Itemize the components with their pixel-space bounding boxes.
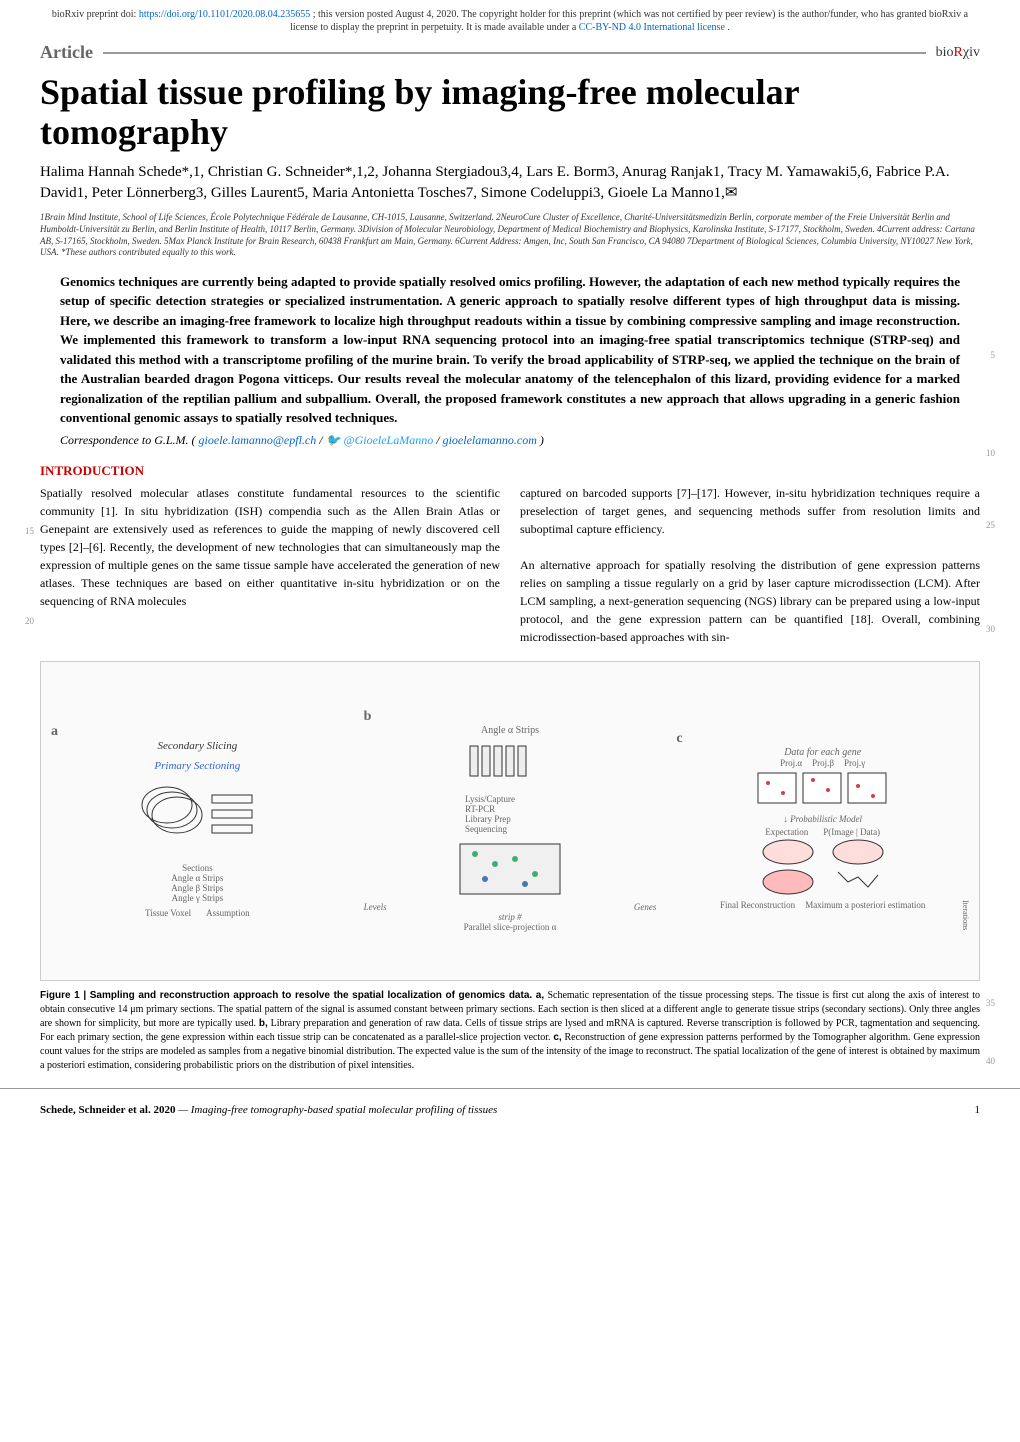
- figure-1: a Secondary Slicing Primary Sectioning S…: [0, 646, 1020, 1078]
- paper-title: Spatial tissue profiling by imaging-free…: [0, 63, 1020, 157]
- figure-1-caption: Figure 1 | Sampling and reconstruction a…: [40, 981, 980, 1073]
- panel-a-label: a: [51, 724, 344, 740]
- panel-b-title: Angle α Strips: [364, 725, 657, 736]
- line-number: 35: [986, 998, 995, 1008]
- correspondence-site[interactable]: gioelelamanno.com: [443, 433, 537, 447]
- panel-c-label: c: [676, 731, 969, 747]
- body-column-left: Spatially resolved molecular atlases con…: [40, 484, 500, 646]
- panel-b-yaxis: Levels: [364, 902, 387, 912]
- line-number: 10: [986, 448, 995, 458]
- panel-b-genes: Genes: [634, 902, 657, 912]
- body-column-right: captured on barcoded supports [7]–[17]. …: [520, 484, 980, 646]
- correspondence-suffix: ): [540, 433, 544, 447]
- page-footer: Schede, Schneider et al. 2020 — Imaging-…: [0, 1088, 1020, 1126]
- panel-c-expectation: Expectation: [765, 827, 808, 837]
- panel-a-angle-c: Angle γ Strips: [51, 893, 344, 903]
- panel-c-projc: Proj.γ: [844, 758, 865, 768]
- figure-panel-c: c Data for each gene Proj.α Proj.β Proj.…: [666, 721, 979, 920]
- biorxiv-prefix: bio: [936, 45, 954, 60]
- strip-diagram-icon: [460, 736, 560, 786]
- line-number: 40: [986, 1056, 995, 1066]
- panel-c-probmodel-text: Probabilistic Model: [790, 814, 862, 824]
- twitter-icon: 🐦: [326, 433, 341, 447]
- biorxiv-suffix: χiv: [963, 45, 980, 60]
- panel-c-title: Data for each gene: [676, 747, 969, 758]
- line-number: 30: [986, 624, 995, 634]
- heatmap-icon: [450, 839, 570, 899]
- line-number: 15: [25, 526, 34, 536]
- panel-c-final: Final Reconstruction: [720, 900, 795, 910]
- panel-c-iterations: Iterations: [961, 900, 970, 930]
- panel-b-parallel: Parallel slice-projection α: [364, 922, 657, 932]
- panel-a-angle-a: Angle α Strips: [51, 873, 344, 883]
- header-rule: Article bioRχiv: [0, 42, 1020, 63]
- panel-b-steps: Lysis/Capture RT-PCR Library Prep Sequen…: [465, 794, 555, 834]
- section-heading-introduction: INTRODUCTION: [0, 458, 1020, 484]
- biorxiv-logo: bioRχiv: [926, 45, 980, 61]
- preprint-banner: bioRxiv preprint doi: https://doi.org/10…: [0, 0, 1020, 42]
- figure-panel-b: b Angle α Strips Lysis/Capture RT-PCR Li…: [354, 699, 667, 942]
- reconstruction-icon: [753, 837, 893, 897]
- line-number: 20: [25, 616, 34, 626]
- abstract: Genomics techniques are currently being …: [0, 262, 1020, 433]
- panel-b-xaxis: strip #: [364, 912, 657, 922]
- doi-link[interactable]: https://doi.org/10.1101/2020.08.04.23565…: [139, 9, 310, 20]
- footer-citation-text: Imaging-free tomography-based spatial mo…: [191, 1104, 498, 1116]
- body-columns: Spatially resolved molecular atlases con…: [0, 484, 1020, 646]
- correspondence: Correspondence to G.L.M. ( gioele.lamann…: [0, 433, 1020, 458]
- panel-c-projb: Proj.β: [812, 758, 834, 768]
- license-link[interactable]: CC-BY-ND 4.0 International license: [579, 22, 725, 33]
- line-number: 25: [986, 520, 995, 530]
- projection-icon: [753, 768, 893, 808]
- twitter-handle[interactable]: @GioeleLaManno: [344, 433, 434, 447]
- figure-panel-a: a Secondary Slicing Primary Sectioning S…: [41, 714, 354, 928]
- correspondence-prefix: Correspondence to G.L.M. (: [60, 433, 196, 447]
- line-number: 5: [991, 350, 996, 360]
- panel-a-sections: Sections: [51, 863, 344, 873]
- panel-a-voxel: Tissue Voxel: [145, 908, 191, 918]
- caption-bold-1: Figure 1 | Sampling and reconstruction a…: [40, 990, 544, 1001]
- footer-citation: Schede, Schneider et al. 2020 — Imaging-…: [40, 1104, 497, 1116]
- panel-a-angle-b: Angle β Strips: [51, 883, 344, 893]
- affiliations: 1Brain Mind Institute, School of Life Sc…: [0, 209, 1020, 262]
- panel-a-primary: Primary Sectioning: [51, 760, 344, 772]
- panel-c-probmodel: ↓ Probabilistic Model: [676, 814, 969, 824]
- panel-b-label: b: [364, 709, 657, 725]
- panel-a-secondary: Secondary Slicing: [51, 740, 344, 752]
- correspondence-email[interactable]: gioele.lamanno@epfl.ch: [199, 433, 317, 447]
- preprint-end: .: [727, 22, 730, 33]
- caption-bold-b: b,: [259, 1018, 268, 1029]
- caption-bold-c: c,: [553, 1032, 561, 1043]
- figure-1-image: a Secondary Slicing Primary Sectioning S…: [40, 661, 980, 981]
- sectioning-diagram-icon: [137, 780, 257, 860]
- biorxiv-r: R: [954, 45, 963, 60]
- panel-c-posterior: P(Image | Data): [823, 827, 880, 837]
- page-number: 1: [975, 1104, 981, 1116]
- author-list: Halima Hannah Schede*,1, Christian G. Sc…: [0, 157, 1020, 209]
- panel-a-assumption: Assumption: [206, 908, 250, 918]
- panel-c-proja: Proj.α: [780, 758, 802, 768]
- article-label: Article: [40, 42, 103, 63]
- header-divider: [103, 52, 926, 54]
- panel-c-map: Maximum a posteriori estimation: [805, 900, 925, 910]
- preprint-prefix: bioRxiv preprint doi:: [52, 9, 139, 20]
